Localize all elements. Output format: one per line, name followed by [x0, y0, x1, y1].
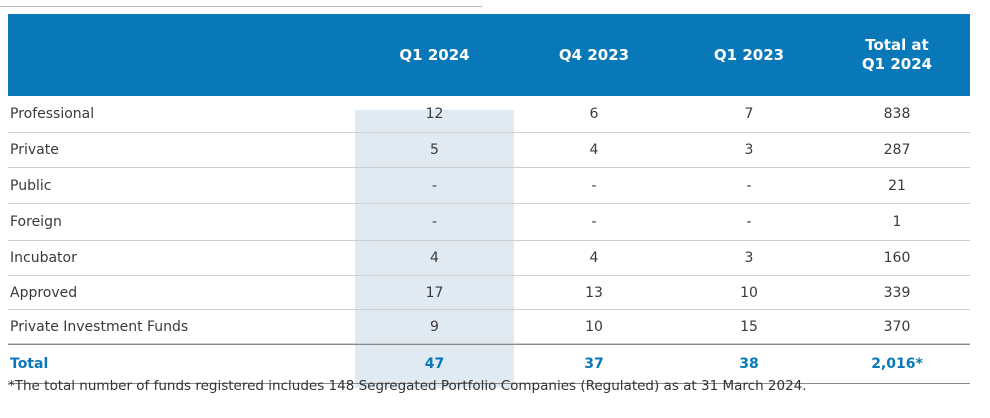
table-row: Private Investment Funds 9 10 15 370 [8, 310, 970, 344]
table-row: Professional 12 6 7 838 [8, 96, 970, 133]
table-row: Approved 17 13 10 339 [8, 276, 970, 310]
table-cell: 370 [883, 318, 911, 335]
row-label: Professional [10, 106, 95, 122]
table-cell: 3 [744, 250, 754, 266]
highlight-column-q1-2024 [355, 110, 514, 388]
total-cell: 38 [739, 356, 759, 372]
row-label: Approved [10, 284, 78, 301]
table-cell: 3 [744, 142, 754, 158]
total-label: Total [10, 356, 49, 372]
table-cell: 10 [740, 284, 758, 301]
table-row: Private 5 4 3 287 [8, 133, 970, 168]
table-row: Incubator 4 4 3 160 [8, 241, 970, 276]
table-cell: 10 [585, 318, 603, 335]
table-cell: 339 [883, 284, 911, 301]
table-cell: 15 [740, 318, 758, 335]
table-header: Q1 2024 Q4 2023 Q1 2023 Total at Q1 2024 [8, 14, 970, 96]
table-body: Professional 12 6 7 838 Private 5 4 3 287 Public - -… [8, 96, 970, 384]
table-cell: - [431, 177, 438, 194]
table-cell: - [746, 177, 752, 194]
table-cell: 4 [589, 142, 599, 158]
table-cell: 7 [744, 106, 754, 122]
table-cell: 21 [888, 177, 906, 194]
table-cell: 160 [883, 250, 911, 266]
table-cell: - [431, 214, 438, 230]
row-label: Private [10, 142, 59, 158]
row-label: Foreign [10, 214, 62, 230]
table-cell: 9 [430, 318, 439, 335]
header-q1-2024: Q1 2024 [399, 45, 470, 64]
table-row: Public - - - 21 [8, 168, 970, 204]
footnote: *The total number of funds registered in… [8, 378, 807, 394]
total-cell: 47 [424, 356, 445, 372]
table-cell: 17 [425, 284, 444, 301]
header-q1-2023: Q1 2023 [713, 45, 785, 64]
table-cell: 6 [589, 106, 599, 122]
table-row: Foreign - - - 1 [8, 204, 970, 241]
table-cell: 4 [430, 250, 439, 266]
table-cell: 287 [883, 142, 911, 158]
table-cell: 5 [430, 142, 439, 158]
funds-table: Q1 2024 Q4 2023 Q1 2023 Total at Q1 2024… [8, 14, 970, 388]
table-cell: - [591, 214, 597, 230]
total-cell: 2,016* [871, 356, 923, 372]
row-label: Incubator [10, 250, 77, 266]
table-total-row: Total 47 37 38 2,016* [8, 344, 970, 384]
header-q4-2023: Q4 2023 [558, 45, 630, 64]
header-total-q1-2024: Total at Q1 2024 [861, 36, 933, 73]
table-cell: 13 [585, 284, 603, 301]
row-label: Public [10, 177, 52, 194]
table-cell: - [591, 177, 597, 194]
total-cell: 37 [584, 356, 604, 372]
table-cell: 1 [892, 214, 902, 230]
row-label: Private Investment Funds [10, 318, 189, 335]
table-cell: 838 [883, 106, 911, 122]
table-cell: 4 [589, 250, 599, 266]
table-cell: - [746, 214, 752, 230]
title-underline [0, 0, 482, 7]
table-cell: 12 [425, 106, 444, 122]
